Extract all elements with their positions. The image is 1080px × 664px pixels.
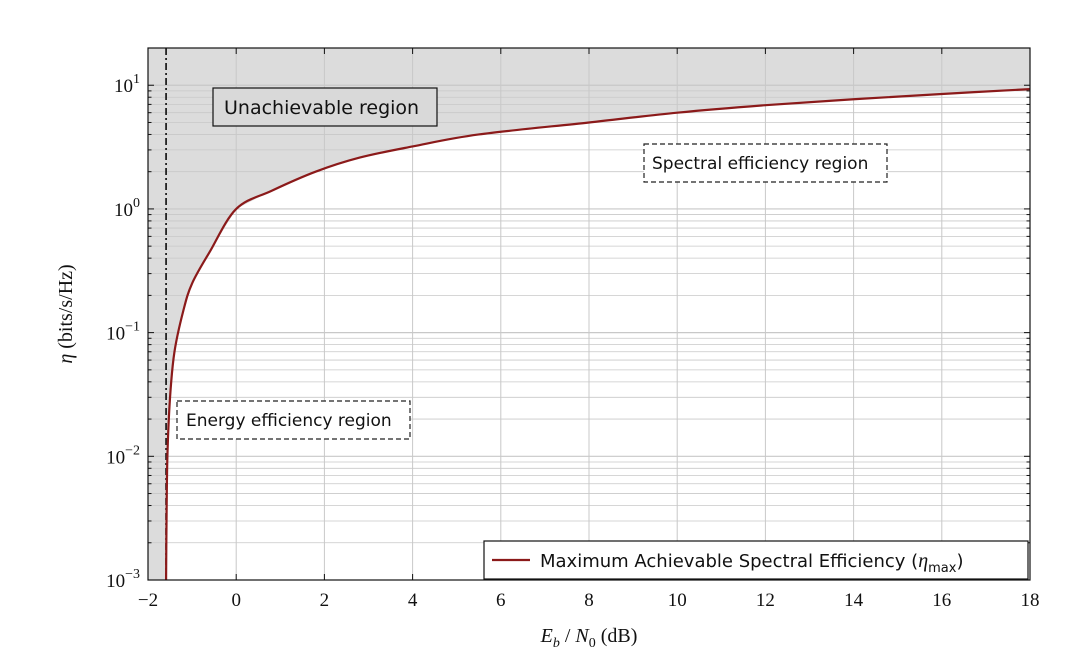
y-axis-label: η (bits/s/Hz) <box>55 264 77 363</box>
x-tick-label: 8 <box>584 590 594 611</box>
annotation-spectral: Spectral efficiency region <box>643 143 888 183</box>
x-tick-label: 4 <box>408 590 418 611</box>
y-tick-label-exp: −2 <box>125 443 140 458</box>
y-tick-label-exp: −3 <box>125 567 140 582</box>
y-tick-label: 101 <box>114 72 140 97</box>
y-tick-label-exp: 1 <box>133 72 140 87</box>
x-tick-label: 18 <box>1021 590 1040 611</box>
legend-label-sub: max <box>928 561 957 576</box>
y-tick-label-base: 10 <box>106 571 125 592</box>
y-tick-label: 10−2 <box>106 443 140 468</box>
x-tick-label: 14 <box>844 590 864 611</box>
legend-label: Maximum Achievable Spectral Efficiency (… <box>540 550 963 576</box>
x-tick-label: 10 <box>668 590 687 611</box>
annotation-unachievable-text: Unachievable region <box>224 97 419 119</box>
y-tick-label: 10−3 <box>106 567 140 592</box>
x-tick-label: −2 <box>138 590 158 611</box>
annotation-energy-box <box>176 400 411 440</box>
annotation-energy: Energy efficiency region <box>176 400 411 440</box>
x-tick-label: 0 <box>231 590 241 611</box>
y-tick-label-base: 10 <box>106 447 125 468</box>
annotation-energy-text: Energy efficiency region <box>186 411 392 431</box>
y-tick-label-base: 10 <box>114 200 133 221</box>
annotation-spectral-box <box>643 143 888 183</box>
legend-label-close: ) <box>956 551 963 572</box>
legend-label-eta: η <box>918 550 928 572</box>
y-tick-label-exp: 0 <box>133 196 140 211</box>
x-axis-label: Eb / N0 (dB) <box>540 625 638 651</box>
y-tick-label-base: 10 <box>114 76 133 97</box>
legend-box <box>483 540 1029 580</box>
legend: Maximum Achievable Spectral Efficiency (… <box>483 540 1029 580</box>
x-tick-label: 2 <box>320 590 330 611</box>
y-tick-label-exp: −1 <box>125 320 140 335</box>
grid-lines <box>148 47 1030 580</box>
x-tick-label: 12 <box>756 590 775 611</box>
x-tick-label: 6 <box>496 590 506 611</box>
annotation-unachievable-box <box>212 87 438 127</box>
series-line-eta-max <box>164 88 1031 581</box>
x-tick-label: 16 <box>932 590 951 611</box>
y-tick-label: 100 <box>114 196 140 221</box>
annotation-unachievable: Unachievable region <box>212 87 438 127</box>
legend-label-main: Maximum Achievable Spectral Efficiency ( <box>540 551 918 572</box>
annotation-spectral-text: Spectral efficiency region <box>652 154 868 174</box>
y-tick-label: 10−1 <box>106 320 140 345</box>
y-tick-label-base: 10 <box>106 324 125 345</box>
